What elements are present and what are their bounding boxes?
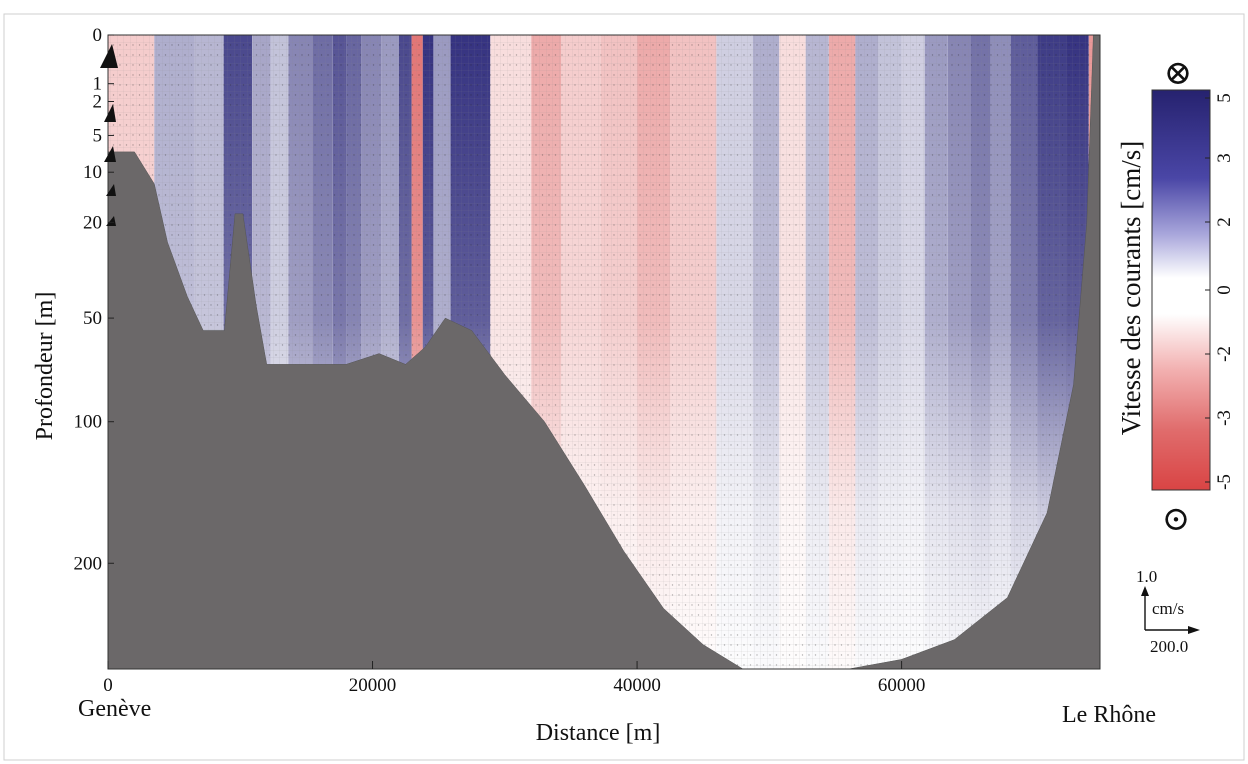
right-place-label: Le Rhône bbox=[1062, 702, 1156, 728]
colorbar-tick-label: 3 bbox=[1214, 153, 1235, 163]
figure-frame bbox=[3, 13, 1245, 761]
x-tick-label: 20000 bbox=[349, 675, 397, 696]
lake-bed bbox=[108, 35, 1100, 669]
left-markers bbox=[100, 44, 118, 226]
scale-unit-label: cm/s bbox=[1152, 599, 1184, 618]
y-tick-label: 200 bbox=[74, 553, 103, 574]
scale-vertical-arrowhead bbox=[1141, 586, 1149, 596]
y-tick-label: 20 bbox=[83, 212, 102, 233]
left-place-label: Genève bbox=[78, 696, 151, 722]
marker-triangle bbox=[106, 216, 116, 226]
colorbar-tick-label: -3 bbox=[1214, 410, 1235, 426]
y-tick-label: 50 bbox=[83, 308, 102, 329]
y-tick-label: 5 bbox=[93, 125, 103, 146]
colorbar-top-symbol: ⊗ bbox=[1164, 55, 1193, 92]
colorbar-tick-label: -5 bbox=[1214, 474, 1235, 490]
colorbar-tick-label: 0 bbox=[1214, 285, 1235, 295]
y-tick-label: 10 bbox=[83, 162, 102, 183]
colorbar-label: Vitesse des courants [cm/s] bbox=[1116, 141, 1146, 436]
y-axis-ticks: 0 12 5 10 20 50 100 200 bbox=[74, 25, 114, 574]
x-tick-label: 40000 bbox=[613, 675, 661, 696]
colorbar-tick-label: 5 bbox=[1214, 93, 1235, 103]
y-tick-label: 0 bbox=[93, 25, 103, 46]
colorbar-gradient bbox=[1151, 89, 1211, 491]
scale-horizontal-label: 200.0 bbox=[1150, 637, 1188, 656]
x-axis-ticks: 0 20000 40000 60000 bbox=[103, 661, 925, 696]
colorbar-bottom-symbol: ⊙ bbox=[1162, 501, 1191, 538]
plot-area bbox=[108, 35, 1100, 669]
plot-border bbox=[107, 34, 1101, 670]
vector-scale: 1.0 cm/s 200.0 bbox=[1136, 567, 1200, 656]
x-tick-label: 0 bbox=[103, 675, 113, 696]
y-tick-label: 1 bbox=[93, 74, 103, 95]
marker-triangle bbox=[104, 146, 116, 162]
y-tick-label: 100 bbox=[74, 412, 103, 433]
y-axis-title: Profondeur [m] bbox=[32, 292, 58, 441]
y-tick-label: 2 bbox=[93, 92, 103, 113]
colorbar-ticks: 5 3 2 0 -2 -3 -5 bbox=[1205, 93, 1235, 490]
x-axis-title: Distance [m] bbox=[536, 720, 661, 746]
marker-triangle bbox=[100, 44, 118, 68]
marker-triangle bbox=[104, 104, 116, 122]
colorbar: ⊗ 5 3 2 0 -2 -3 -5 Vitesse des courants [cm/s]… bbox=[1116, 55, 1235, 538]
scale-horizontal-arrowhead bbox=[1188, 626, 1200, 634]
x-tick-label: 60000 bbox=[878, 675, 926, 696]
marker-triangle bbox=[106, 184, 116, 196]
colorbar-tick-label: 2 bbox=[1214, 217, 1235, 227]
colorbar-tick-label: -2 bbox=[1214, 346, 1235, 362]
scale-vertical-label: 1.0 bbox=[1136, 567, 1157, 586]
